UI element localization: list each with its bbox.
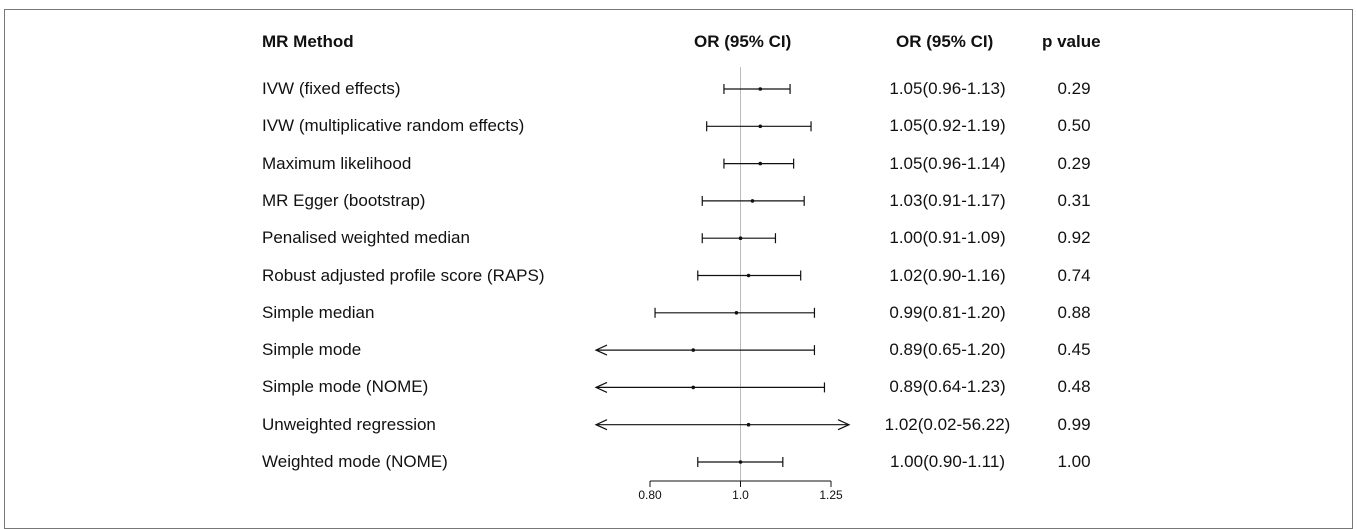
table-row: Simple mode 0.89(0.65-1.20) 0.45	[0, 336, 1357, 364]
table-row: Maximum likelihood 1.05(0.96-1.14) 0.29	[0, 150, 1357, 178]
header-p-value: p value	[1042, 32, 1101, 51]
point-estimate	[758, 161, 763, 166]
header-or-text: OR (95% CI)	[896, 32, 994, 51]
or-ci-text: 0.89(0.65-1.20)	[889, 340, 1006, 360]
method-label: Robust adjusted profile score (RAPS)	[262, 265, 545, 285]
table-row: IVW (multiplicative random effects) 1.05(…	[0, 112, 1357, 140]
p-value-text: 0.99	[1057, 414, 1091, 434]
p-value-text: 0.31	[1057, 190, 1091, 210]
or-ci-text: 1.00(0.91-1.09)	[889, 228, 1006, 248]
x-tick-label: 1.0	[732, 488, 749, 502]
or-ci-text: 0.99(0.81-1.20)	[889, 302, 1006, 322]
method-label: Weighted mode (NOME)	[262, 452, 448, 471]
point-estimate	[738, 236, 743, 240]
point-estimate	[746, 422, 751, 427]
or-ci-text: 1.02(0.02-56.22)	[884, 414, 1011, 434]
p-value-text: 0.48	[1057, 377, 1091, 397]
method-label: Simple mode	[262, 340, 362, 360]
x-tick-label: 0.80	[638, 488, 662, 502]
point-estimate	[738, 460, 743, 464]
method-label: Unweighted regression	[262, 414, 436, 434]
p-value-text: 0.45	[1057, 340, 1091, 360]
or-ci-text: 1.02(0.90-1.16)	[889, 265, 1006, 285]
x-tick-label: 1.25	[819, 488, 843, 502]
ci-arrow-left	[594, 344, 608, 356]
p-value-text: 0.29	[1057, 153, 1091, 173]
point-estimate	[758, 87, 763, 91]
p-value-text: 0.50	[1057, 116, 1091, 136]
method-label: IVW (multiplicative random effects)	[262, 116, 525, 136]
point-estimate	[691, 348, 696, 352]
point-estimate	[746, 273, 751, 278]
method-label: MR Egger (bootstrap)	[262, 190, 426, 210]
p-value-text: 0.92	[1057, 228, 1091, 248]
method-label: Penalised weighted median	[262, 228, 470, 248]
p-value-text: 1.00	[1057, 452, 1091, 471]
table-row: Weighted mode (NOME) 1.00(0.90-1.11) 1.00	[0, 448, 1357, 476]
table-row: Unweighted regression 1.02(0.02-56.22) 0.9…	[0, 411, 1357, 439]
point-estimate	[734, 311, 739, 315]
header-mr-method: MR Method	[262, 32, 354, 51]
ci-arrow-right	[837, 419, 851, 431]
table-row: MR Egger (bootstrap) 1.03(0.91-1.17) 0.31	[0, 187, 1357, 215]
or-ci-text: 0.89(0.64-1.23)	[889, 377, 1006, 397]
forest-plot: 0.80 1.0 1.25	[594, 67, 851, 502]
method-label: IVW (fixed effects)	[262, 79, 401, 98]
or-ci-text: 1.05(0.96-1.14)	[889, 153, 1006, 173]
table-row: Penalised weighted median 1.00(0.91-1.09)…	[0, 224, 1357, 252]
point-estimate	[691, 385, 696, 390]
p-value-text: 0.88	[1057, 302, 1091, 322]
or-ci-text: 1.00(0.90-1.11)	[890, 452, 1005, 471]
header-or-plot: OR (95% CI)	[694, 32, 792, 51]
ci-arrow-left	[594, 381, 608, 393]
table-row: IVW (fixed effects) 1.05(0.96-1.13) 0.29	[0, 75, 1357, 103]
method-label: Simple median	[262, 302, 375, 322]
table-row: Robust adjusted profile score (RAPS) 1.02…	[0, 262, 1357, 290]
point-estimate	[758, 124, 763, 129]
table-row: Simple mode (NOME) 0.89(0.64-1.23) 0.48	[0, 373, 1357, 401]
or-ci-text: 1.03(0.91-1.17)	[889, 190, 1006, 210]
or-ci-text: 1.05(0.96-1.13)	[889, 79, 1006, 98]
p-value-text: 0.74	[1057, 265, 1091, 285]
point-estimate	[750, 199, 755, 203]
method-label: Simple mode (NOME)	[262, 377, 429, 397]
method-label: Maximum likelihood	[262, 153, 412, 173]
p-value-text: 0.29	[1057, 79, 1091, 98]
ci-arrow-left	[594, 419, 608, 431]
or-ci-text: 1.05(0.92-1.19)	[889, 116, 1006, 136]
table-row: Simple median 0.99(0.81-1.20) 0.88	[0, 299, 1357, 327]
